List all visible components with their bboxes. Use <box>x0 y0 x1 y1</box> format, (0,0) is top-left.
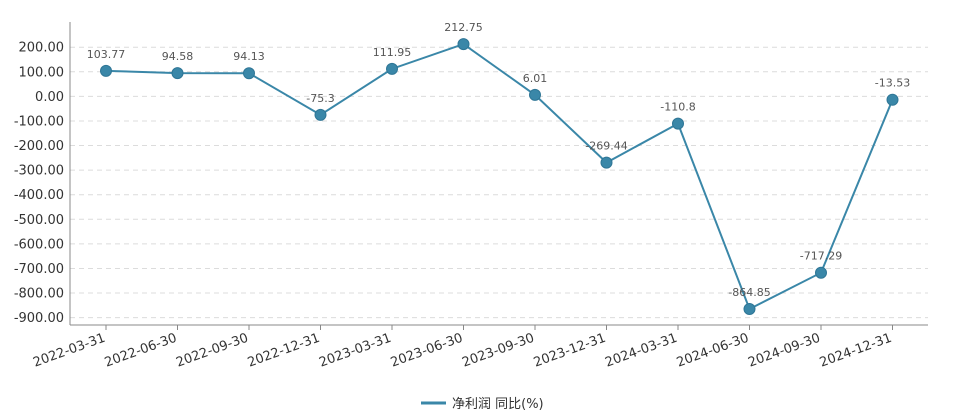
y-tick-label: -400.00 <box>14 188 64 203</box>
x-tick-label: 2023-03-31 <box>317 331 393 371</box>
x-tick-label: 2022-06-30 <box>103 331 179 371</box>
y-axis: 200.00 100.00 0.00 -100.00 -200.00 -300.00 -40… <box>14 22 71 326</box>
data-label: -110.8 <box>660 101 695 114</box>
data-label: -717.29 <box>800 250 842 263</box>
x-tick-label: 2023-12-31 <box>532 331 608 371</box>
x-tick-label: 2024-09-30 <box>746 331 822 371</box>
data-label: 103.77 <box>87 48 126 61</box>
series-line <box>105 42 894 311</box>
data-point[interactable] <box>886 93 899 106</box>
data-point[interactable] <box>743 302 756 315</box>
y-tick-label: 0.00 <box>35 90 64 105</box>
data-point[interactable] <box>314 108 327 121</box>
data-label: 94.13 <box>233 50 265 63</box>
plot-area: 103.77 94.58 94.13 -75.3 111.95 212.75 6.01 -26… <box>87 21 910 315</box>
y-tick-label: -500.00 <box>14 213 64 228</box>
data-label: 111.95 <box>373 46 412 59</box>
y-tick-label: -900.00 <box>14 311 64 326</box>
data-point[interactable] <box>457 38 470 51</box>
data-label: 94.58 <box>162 50 194 63</box>
y-tick-label: -800.00 <box>14 287 64 302</box>
x-tick-label: 2022-12-31 <box>246 331 322 371</box>
data-label: -75.3 <box>306 92 334 105</box>
x-axis: 2022-03-312022-06-302022-09-302022-12-31… <box>31 324 928 371</box>
x-tick-label: 2023-09-30 <box>460 331 536 371</box>
data-label: 6.01 <box>523 72 548 85</box>
data-point[interactable] <box>672 117 684 130</box>
y-tick-label: -300.00 <box>14 164 64 179</box>
y-tick-label: 200.00 <box>19 41 65 56</box>
data-point[interactable] <box>243 67 255 80</box>
data-label: -269.44 <box>585 140 627 153</box>
x-tick-label: 2024-03-31 <box>603 331 679 371</box>
data-label: 212.75 <box>444 21 483 34</box>
data-point[interactable] <box>386 62 398 75</box>
y-tick-label: -700.00 <box>14 262 64 277</box>
x-tick-label: 2023-06-30 <box>389 331 465 371</box>
x-tick-label: 2024-06-30 <box>675 331 751 371</box>
data-point[interactable] <box>171 67 184 80</box>
y-tick-label: -600.00 <box>14 237 64 252</box>
y-tick-label: 100.00 <box>19 65 65 80</box>
data-label: -864.85 <box>728 286 770 299</box>
y-tick-label: -200.00 <box>14 139 64 154</box>
y-tick-label: -100.00 <box>14 114 64 129</box>
x-tick-label: 2022-09-30 <box>174 331 250 371</box>
x-tick-label: 2022-03-31 <box>31 331 107 371</box>
data-point[interactable] <box>100 64 112 77</box>
x-tick-label: 2024-12-31 <box>818 331 894 371</box>
data-point[interactable] <box>815 266 827 279</box>
legend-label: 净利润 同比(%) <box>452 397 544 412</box>
data-point[interactable] <box>529 88 541 101</box>
data-label: -13.53 <box>875 77 910 90</box>
legend[interactable]: 净利润 同比(%) <box>421 397 544 412</box>
data-point[interactable] <box>600 156 613 169</box>
gridlines <box>70 46 928 319</box>
